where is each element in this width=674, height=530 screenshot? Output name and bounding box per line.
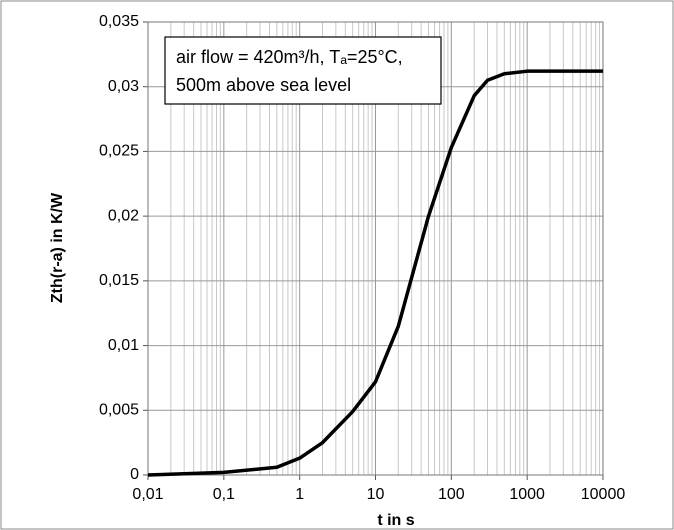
x-tick-label: 1000 [509, 486, 545, 503]
y-tick-label: 0,025 [99, 143, 139, 160]
y-tick-label: 0,035 [99, 13, 139, 30]
x-tick-label: 1 [295, 486, 304, 503]
x-tick-label: 10000 [581, 486, 626, 503]
y-tick-label: 0,03 [108, 78, 139, 95]
x-tick-label: 10 [367, 486, 385, 503]
y-tick-label: 0 [130, 466, 139, 483]
x-tick-label: 0,01 [132, 486, 163, 503]
x-tick-label: 100 [438, 486, 465, 503]
y-tick-label: 0,005 [99, 402, 139, 419]
annotation-text: air flow = 420m³/h, Tₐ=25°C, [176, 47, 403, 67]
y-axis-label: Zth(r-a) in K/W [49, 192, 66, 303]
y-tick-label: 0,01 [108, 337, 139, 354]
data-line [147, 69, 603, 477]
x-tick-label: 0,1 [213, 486, 235, 503]
y-tick-label: 0,015 [99, 272, 139, 289]
annotation-box [164, 36, 442, 105]
x-axis-label: t in s [377, 512, 414, 529]
y-tick-label: 0,02 [108, 207, 139, 224]
annotation-text: 500m above sea level [176, 75, 351, 95]
plot-border [147, 21, 604, 476]
